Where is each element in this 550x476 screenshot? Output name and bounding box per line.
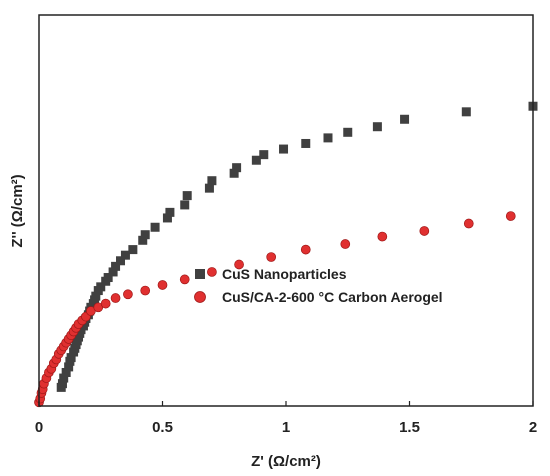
data-point-cus-nanoparticles (461, 107, 471, 117)
x-tick-label: 0 (35, 419, 43, 436)
data-point-cus-nanoparticles (116, 256, 126, 266)
legend-marker-cus-nanoparticles (195, 269, 205, 279)
data-point-cus-nanoparticles (165, 207, 175, 217)
data-point-cus-nanoparticles (120, 250, 130, 260)
x-axis-title: Z' (Ω/cm²) (251, 453, 321, 470)
data-point-cus-nanoparticles (128, 245, 138, 255)
data-point-cus-nanoparticles (140, 230, 150, 240)
data-point-cus-nanoparticles (229, 168, 239, 178)
data-point-cus-nanoparticles (96, 282, 106, 292)
data-point-cus-nanoparticles (57, 379, 67, 389)
plot-frame (38, 14, 534, 407)
data-point-cus-ca-aerogel (179, 274, 190, 285)
data-point-cus-nanoparticles (207, 176, 217, 186)
legend-label-cus-nanoparticles: CuS Nanoparticles (222, 266, 347, 282)
data-point-cus-ca-aerogel (377, 231, 388, 242)
legend: CuS Nanoparticles CuS/CA-2-600 °C Carbon… (194, 266, 443, 305)
data-point-cus-ca-aerogel (207, 267, 217, 277)
data-point-cus-ca-aerogel (157, 280, 168, 290)
data-point-cus-nanoparticles (279, 144, 289, 154)
data-point-cus-nanoparticles (61, 367, 71, 377)
plot-area (34, 101, 538, 408)
y-axis-title: Z'' (Ω/cm²) (9, 174, 26, 247)
data-point-cus-nanoparticles (91, 291, 101, 301)
legend-label-cus-ca-aerogel: CuS/CA-2-600 °C Carbon Aerogel (222, 289, 443, 305)
data-point-cus-nanoparticles (301, 138, 311, 148)
data-point-cus-ca-aerogel (419, 226, 430, 236)
data-point-cus-nanoparticles (150, 222, 160, 232)
data-point-cus-nanoparticles (251, 155, 261, 165)
data-point-cus-nanoparticles (323, 133, 333, 143)
data-point-cus-nanoparticles (180, 200, 190, 210)
data-point-cus-nanoparticles (59, 373, 69, 383)
x-axis: 0 0.5 1 1.5 2 (35, 401, 537, 436)
data-point-cus-nanoparticles (64, 362, 74, 372)
data-point-cus-nanoparticles (343, 127, 353, 137)
data-point-cus-nanoparticles (400, 114, 410, 124)
data-point-cus-ca-aerogel (463, 218, 474, 229)
data-point-cus-ca-aerogel (110, 293, 121, 303)
data-point-cus-nanoparticles (372, 122, 382, 132)
data-point-cus-nanoparticles (111, 261, 121, 271)
data-point-cus-ca-aerogel (300, 244, 311, 255)
data-point-cus-nanoparticles (259, 150, 269, 160)
data-point-cus-nanoparticles (138, 235, 148, 245)
x-tick-label: 0.5 (152, 419, 173, 436)
x-tick-label: 1 (282, 419, 290, 436)
data-point-cus-nanoparticles (103, 273, 113, 283)
data-point-cus-nanoparticles (108, 267, 118, 277)
data-point-cus-ca-aerogel (340, 239, 351, 249)
x-tick-label: 2 (529, 419, 537, 436)
x-tick-label: 1.5 (399, 419, 420, 436)
data-point-cus-nanoparticles (204, 183, 214, 193)
data-point-cus-ca-aerogel (140, 285, 151, 296)
data-point-cus-ca-aerogel (123, 289, 133, 300)
data-point-cus-nanoparticles (232, 163, 242, 173)
data-point-cus-nanoparticles (66, 353, 76, 363)
data-point-cus-ca-aerogel (100, 298, 111, 309)
data-point-cus-ca-aerogel (505, 211, 516, 221)
data-point-cus-nanoparticles (162, 213, 172, 223)
data-point-cus-ca-aerogel (266, 252, 277, 262)
data-point-cus-nanoparticles (182, 191, 192, 201)
data-point-cus-ca-aerogel (234, 259, 244, 270)
legend-marker-cus-ca-aerogel (194, 291, 206, 303)
